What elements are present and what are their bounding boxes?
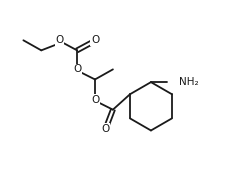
- Text: O: O: [91, 35, 99, 45]
- Text: O: O: [91, 95, 99, 105]
- Text: NH₂: NH₂: [179, 77, 199, 87]
- Text: O: O: [73, 64, 81, 74]
- Text: O: O: [55, 35, 63, 45]
- Text: O: O: [101, 124, 109, 134]
